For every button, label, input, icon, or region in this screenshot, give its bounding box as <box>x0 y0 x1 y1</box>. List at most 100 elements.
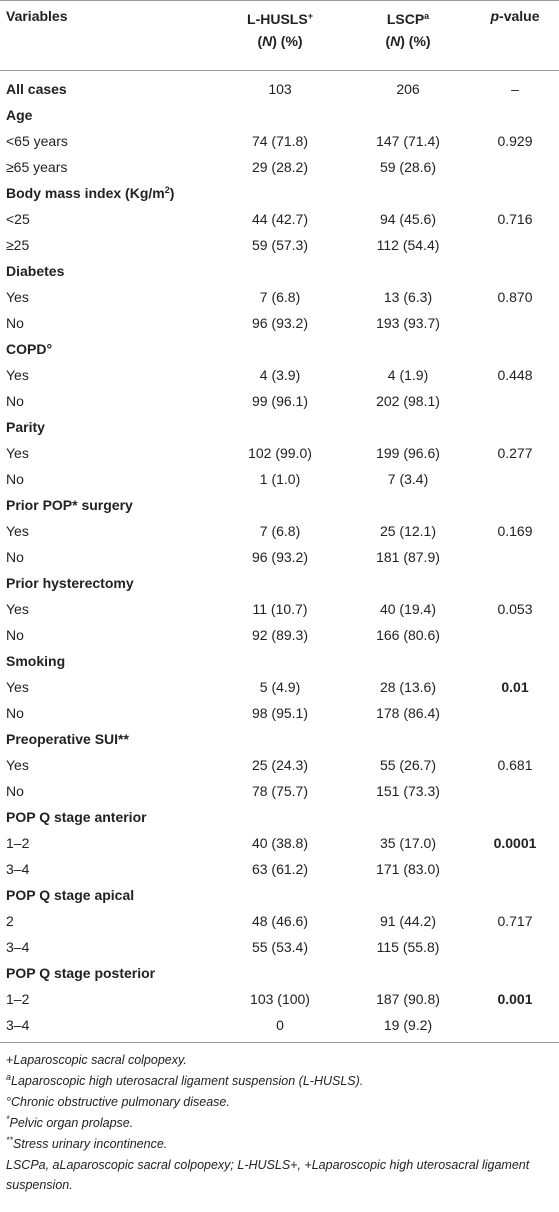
label-text: 3–4 <box>6 939 30 955</box>
row-value: 187 (90.8) <box>348 986 468 1012</box>
row-value: 0.870 <box>470 284 559 310</box>
header-cell: LSCPa (N) (%) <box>348 8 468 52</box>
footnote-text: Laparoscopic high uterosacral ligament s… <box>11 1074 364 1088</box>
row-value: 78 (75.7) <box>220 778 340 804</box>
value-text: 0.716 <box>497 211 533 227</box>
section-heading: Preoperative SUI** <box>6 726 129 752</box>
row-label: Yes <box>6 752 29 778</box>
row-label: Yes <box>6 518 29 544</box>
row-value: 19 (9.2) <box>348 1012 468 1038</box>
row-label: No <box>6 700 24 726</box>
label-text: Yes <box>6 523 29 539</box>
row-value: 96 (93.2) <box>220 544 340 570</box>
row-value: 0.717 <box>470 908 559 934</box>
row-value: 40 (38.8) <box>220 830 340 856</box>
row-value: 0.277 <box>470 440 559 466</box>
row-label: No <box>6 622 24 648</box>
label-text: 3–4 <box>6 861 30 877</box>
label-text: <65 years <box>6 133 68 149</box>
label-text: 3–4 <box>6 1017 30 1033</box>
row-value: 4 (1.9) <box>348 362 468 388</box>
row-value: 171 (83.0) <box>348 856 468 882</box>
header-text: ) (%) <box>400 33 431 49</box>
heading-text: COPD° <box>6 341 53 357</box>
label-text: Yes <box>6 367 29 383</box>
row-label: <25 <box>6 206 30 232</box>
row-label: 3–4 <box>6 934 29 960</box>
value-text: 48 (46.6) <box>251 913 309 929</box>
header-text: LSCP <box>386 11 425 27</box>
value-text: 91 (44.2) <box>379 913 437 929</box>
header-rule <box>0 70 559 71</box>
heading-text: Diabetes <box>6 263 65 279</box>
header-text: L-HUSLS <box>247 11 308 27</box>
value-text: 102 (99.0) <box>248 445 312 461</box>
row-value: 112 (54.4) <box>348 232 468 258</box>
row-value: 7 (6.8) <box>220 518 340 544</box>
label-text: Yes <box>6 601 29 617</box>
label-text: No <box>6 783 24 799</box>
row-label: 1–2 <box>6 986 29 1012</box>
value-text: 0 <box>276 1017 284 1033</box>
value-text: 178 (86.4) <box>376 705 440 721</box>
row-value: 59 (28.6) <box>348 154 468 180</box>
value-text: 0.448 <box>497 367 533 383</box>
value-text: 0.929 <box>497 133 533 149</box>
row-value: 48 (46.6) <box>220 908 340 934</box>
footnote-sup: ** <box>6 1135 14 1145</box>
label-text: Yes <box>6 445 29 461</box>
section-heading: POP Q stage apical <box>6 882 134 908</box>
row-value: 0.0001 <box>470 830 559 856</box>
label-text: No <box>6 315 24 331</box>
row-value: 28 (13.6) <box>348 674 468 700</box>
row-value: 7 (6.8) <box>220 284 340 310</box>
header-sup: a <box>424 11 430 21</box>
value-text: 171 (83.0) <box>376 861 440 877</box>
header-italic: p <box>490 8 500 24</box>
row-value: 115 (55.8) <box>348 934 468 960</box>
value-text: 0.053 <box>497 601 533 617</box>
row-value: 5 (4.9) <box>220 674 340 700</box>
footnote: aLaparoscopic high uterosacral ligament … <box>6 1071 546 1091</box>
row-value <box>470 700 559 726</box>
row-value: 99 (96.1) <box>220 388 340 414</box>
row-value: 59 (57.3) <box>220 232 340 258</box>
heading-sup: 2 <box>164 185 170 195</box>
footnote: +Laparoscopic sacral colpopexy. <box>6 1050 546 1070</box>
footnote-text: Laparoscopic sacral colpopexy. <box>13 1053 187 1067</box>
header-text: ) (%) <box>272 33 303 49</box>
value-text: 7 (6.8) <box>259 289 301 305</box>
label-text: No <box>6 549 24 565</box>
bottom-rule <box>0 1042 559 1043</box>
label-text: No <box>6 705 24 721</box>
value-text: 0.01 <box>501 679 529 695</box>
heading-text: Smoking <box>6 653 66 669</box>
row-label: 2 <box>6 908 14 934</box>
heading-text: POP Q stage anterior <box>6 809 147 825</box>
value-text: 35 (17.0) <box>379 835 437 851</box>
row-value: 98 (95.1) <box>220 700 340 726</box>
value-text: 96 (93.2) <box>251 549 309 565</box>
row-label: Yes <box>6 596 29 622</box>
value-text: 44 (42.7) <box>251 211 309 227</box>
label-text: ≥25 <box>6 237 30 253</box>
row-label: ≥25 <box>6 232 29 258</box>
value-text: 103 (100) <box>250 991 310 1007</box>
value-text: 94 (45.6) <box>379 211 437 227</box>
header-cell: Variables <box>6 8 68 24</box>
row-value: 0.681 <box>470 752 559 778</box>
heading-text: Body mass index (Kg/m <box>6 185 165 201</box>
row-value <box>470 544 559 570</box>
row-value: 0.169 <box>470 518 559 544</box>
heading-text: Prior POP* surgery <box>6 497 133 513</box>
row-value: 74 (71.8) <box>220 128 340 154</box>
row-value: 13 (6.3) <box>348 284 468 310</box>
value-text: 55 (26.7) <box>379 757 437 773</box>
footnote-mark: + <box>6 1053 14 1067</box>
label-text: <25 <box>6 211 30 227</box>
row-value: 55 (26.7) <box>348 752 468 778</box>
label-text: All cases <box>6 81 67 97</box>
header-italic: N <box>390 33 401 49</box>
row-value <box>470 232 559 258</box>
header-sup: + <box>307 11 313 21</box>
